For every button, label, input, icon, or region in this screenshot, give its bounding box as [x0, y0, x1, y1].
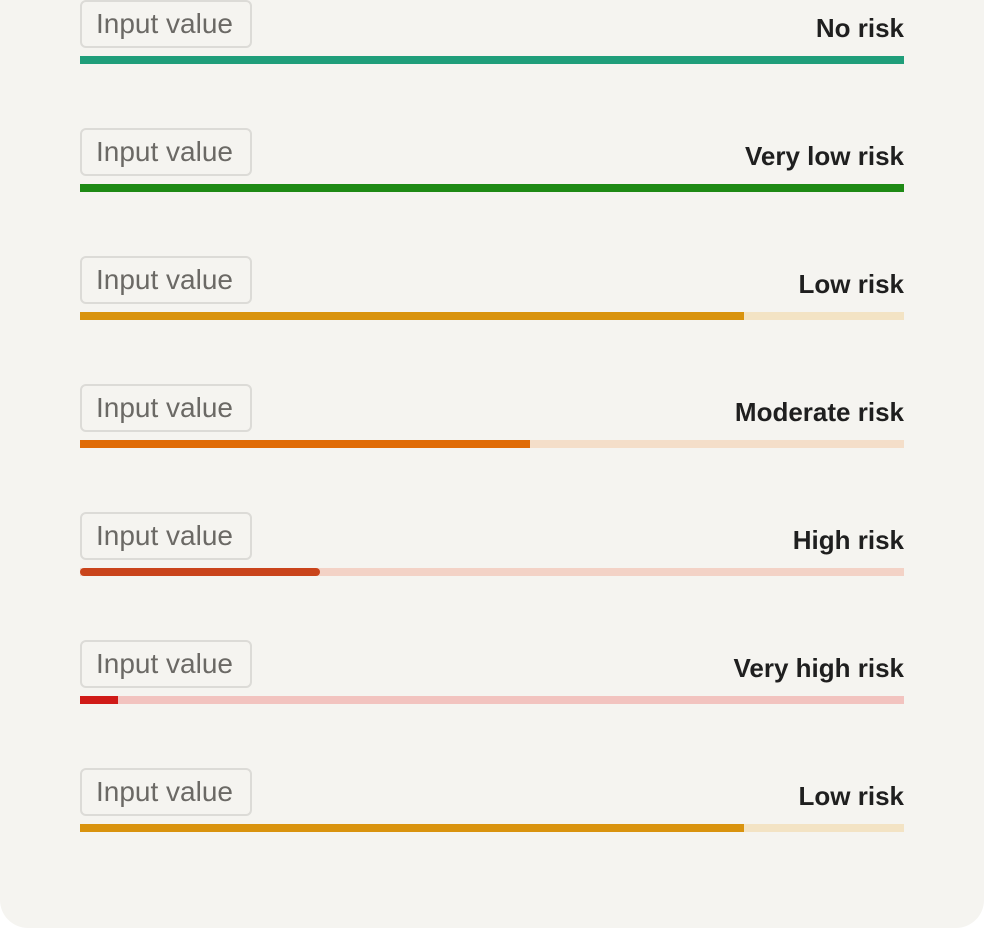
risk-bar-fill [80, 568, 320, 576]
risk-label: High risk [792, 525, 904, 555]
risk-bar-fill [80, 312, 745, 320]
risk-label: Moderate risk [734, 397, 904, 427]
risk-bar-fill [80, 440, 530, 448]
risk-bar-fill [80, 696, 118, 704]
risk-bar-fill [80, 184, 904, 192]
risk-meter-row: Low risk [80, 768, 904, 896]
value-input[interactable] [80, 128, 252, 176]
risk-label: No risk [815, 13, 904, 43]
risk-meter-row: Very low risk [80, 128, 904, 256]
risk-label: Very high risk [733, 653, 904, 683]
risk-bar-track [80, 440, 904, 448]
risk-label: Low risk [798, 781, 904, 811]
risk-bar-fill [80, 56, 904, 64]
risk-meter-row: No risk [80, 0, 904, 128]
risk-meter-row: Low risk [80, 256, 904, 384]
risk-meter-row: Moderate risk [80, 384, 904, 512]
value-input[interactable] [80, 512, 252, 560]
risk-meter-list: No risk Very low risk Low risk Moderate … [80, 0, 904, 896]
risk-bar-track [80, 696, 904, 704]
value-input[interactable] [80, 640, 252, 688]
risk-bar-track [80, 568, 904, 576]
risk-label: Very low risk [745, 141, 904, 171]
risk-bar-fill [80, 824, 745, 832]
risk-meter-row: Very high risk [80, 640, 904, 768]
value-input[interactable] [80, 256, 252, 304]
risk-bar-track [80, 824, 904, 832]
value-input[interactable] [80, 768, 252, 816]
risk-bar-track [80, 312, 904, 320]
risk-meter-row: High risk [80, 512, 904, 640]
risk-bar-track [80, 56, 904, 64]
value-input[interactable] [80, 0, 252, 48]
value-input[interactable] [80, 384, 252, 432]
risk-bar-track [80, 184, 904, 192]
risk-label: Low risk [798, 269, 904, 299]
